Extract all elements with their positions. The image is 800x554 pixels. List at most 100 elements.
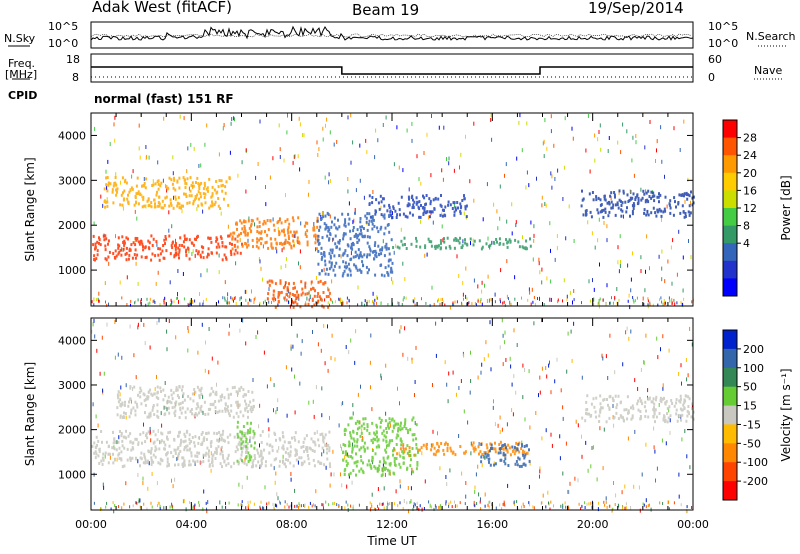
echo-cell [152, 237, 155, 241]
echo-cell [644, 400, 647, 404]
speckle [353, 218, 355, 223]
echo-cell [245, 445, 248, 449]
echo-cell [148, 203, 151, 207]
echo-cell [664, 195, 667, 199]
echo-cell [112, 201, 115, 205]
echo-cell [255, 464, 258, 468]
echo-cell [241, 431, 244, 435]
speckle [206, 123, 208, 128]
colorbar-frame [722, 329, 738, 501]
echo-cell [233, 461, 235, 465]
echo-cell [337, 240, 340, 244]
echo-cell [215, 390, 218, 394]
echo-cell [185, 445, 187, 449]
speckle [192, 299, 194, 304]
echo-cell [528, 459, 531, 463]
echo-cell [300, 456, 303, 460]
echo-cell [226, 457, 229, 461]
speckle [244, 289, 246, 294]
echo-cell [286, 447, 289, 451]
echo-cell [449, 446, 452, 450]
speckle [259, 443, 260, 448]
nave-tick-bottom: 0 [708, 71, 715, 84]
speckle [296, 333, 298, 338]
echo-cell [611, 206, 614, 210]
echo-cell [313, 464, 316, 468]
speckle [428, 215, 430, 220]
echo-cell [173, 438, 176, 442]
echo-cell [477, 445, 480, 449]
speckle-ground [418, 507, 420, 511]
echo-region [103, 176, 231, 210]
echo-cell [498, 237, 501, 241]
echo-cell [258, 220, 261, 224]
echo-cell [411, 206, 414, 210]
echo-cell [250, 421, 252, 425]
speckle-ground [503, 500, 505, 504]
echo-cell [383, 216, 386, 220]
echo-cell [390, 213, 393, 217]
speckle [577, 423, 579, 428]
echo-cell [155, 240, 158, 244]
echo-cell [347, 222, 350, 226]
speckle [551, 185, 553, 190]
speckle-ground [232, 297, 234, 301]
speckle [206, 268, 208, 273]
speckle [599, 123, 601, 128]
speckle [590, 464, 592, 469]
speckle [602, 356, 604, 361]
echo-cell [389, 270, 392, 274]
echo-cell [434, 453, 437, 457]
echo-cell [346, 462, 349, 466]
echo-cell [140, 402, 143, 406]
echo-cell [271, 297, 274, 301]
speckle-ground [340, 300, 341, 304]
echo-cell [156, 180, 159, 184]
echo-cell [433, 207, 436, 211]
speckle [410, 499, 412, 504]
speckle-ground [529, 503, 531, 507]
speckle [106, 186, 108, 191]
echo-cell [640, 198, 643, 202]
speckle [402, 261, 404, 266]
speckle [606, 283, 608, 288]
speckle [494, 422, 496, 427]
speckle [640, 269, 642, 273]
echo-cell [106, 204, 109, 208]
echo-cell [156, 414, 159, 418]
echo-cell [170, 393, 173, 397]
colorbar-tick-label: 20 [743, 167, 757, 180]
echo-cell [464, 205, 467, 209]
speckle-ground [221, 505, 223, 509]
speckle-ground [691, 300, 693, 304]
echo-cell [581, 198, 584, 202]
speckle [598, 217, 600, 222]
speckle-ground [159, 507, 161, 511]
speckle-ground [633, 300, 635, 304]
echo-cell [194, 412, 197, 415]
echo-cell [140, 240, 143, 244]
speckle [493, 202, 495, 207]
echo-cell [336, 227, 339, 231]
echo-cell [189, 410, 192, 414]
speckle [421, 451, 423, 456]
echo-cell [196, 413, 199, 417]
speckle [619, 264, 621, 268]
speckle [442, 177, 444, 182]
echo-cell [247, 451, 250, 455]
echo-cell [158, 447, 161, 451]
echo-cell [257, 451, 260, 455]
echo-cell [270, 463, 273, 467]
speckle-ground [597, 302, 599, 306]
echo-cell [377, 201, 380, 205]
echo-cell [130, 411, 132, 415]
echo-cell [218, 409, 221, 413]
echo-cell [152, 441, 155, 445]
echo-cell [415, 236, 417, 240]
echo-cell [152, 405, 155, 409]
speckle-ground [379, 502, 381, 506]
speckle [120, 180, 121, 185]
echo-cell [328, 291, 331, 295]
speckle [171, 478, 172, 483]
echo-cell [135, 437, 138, 441]
